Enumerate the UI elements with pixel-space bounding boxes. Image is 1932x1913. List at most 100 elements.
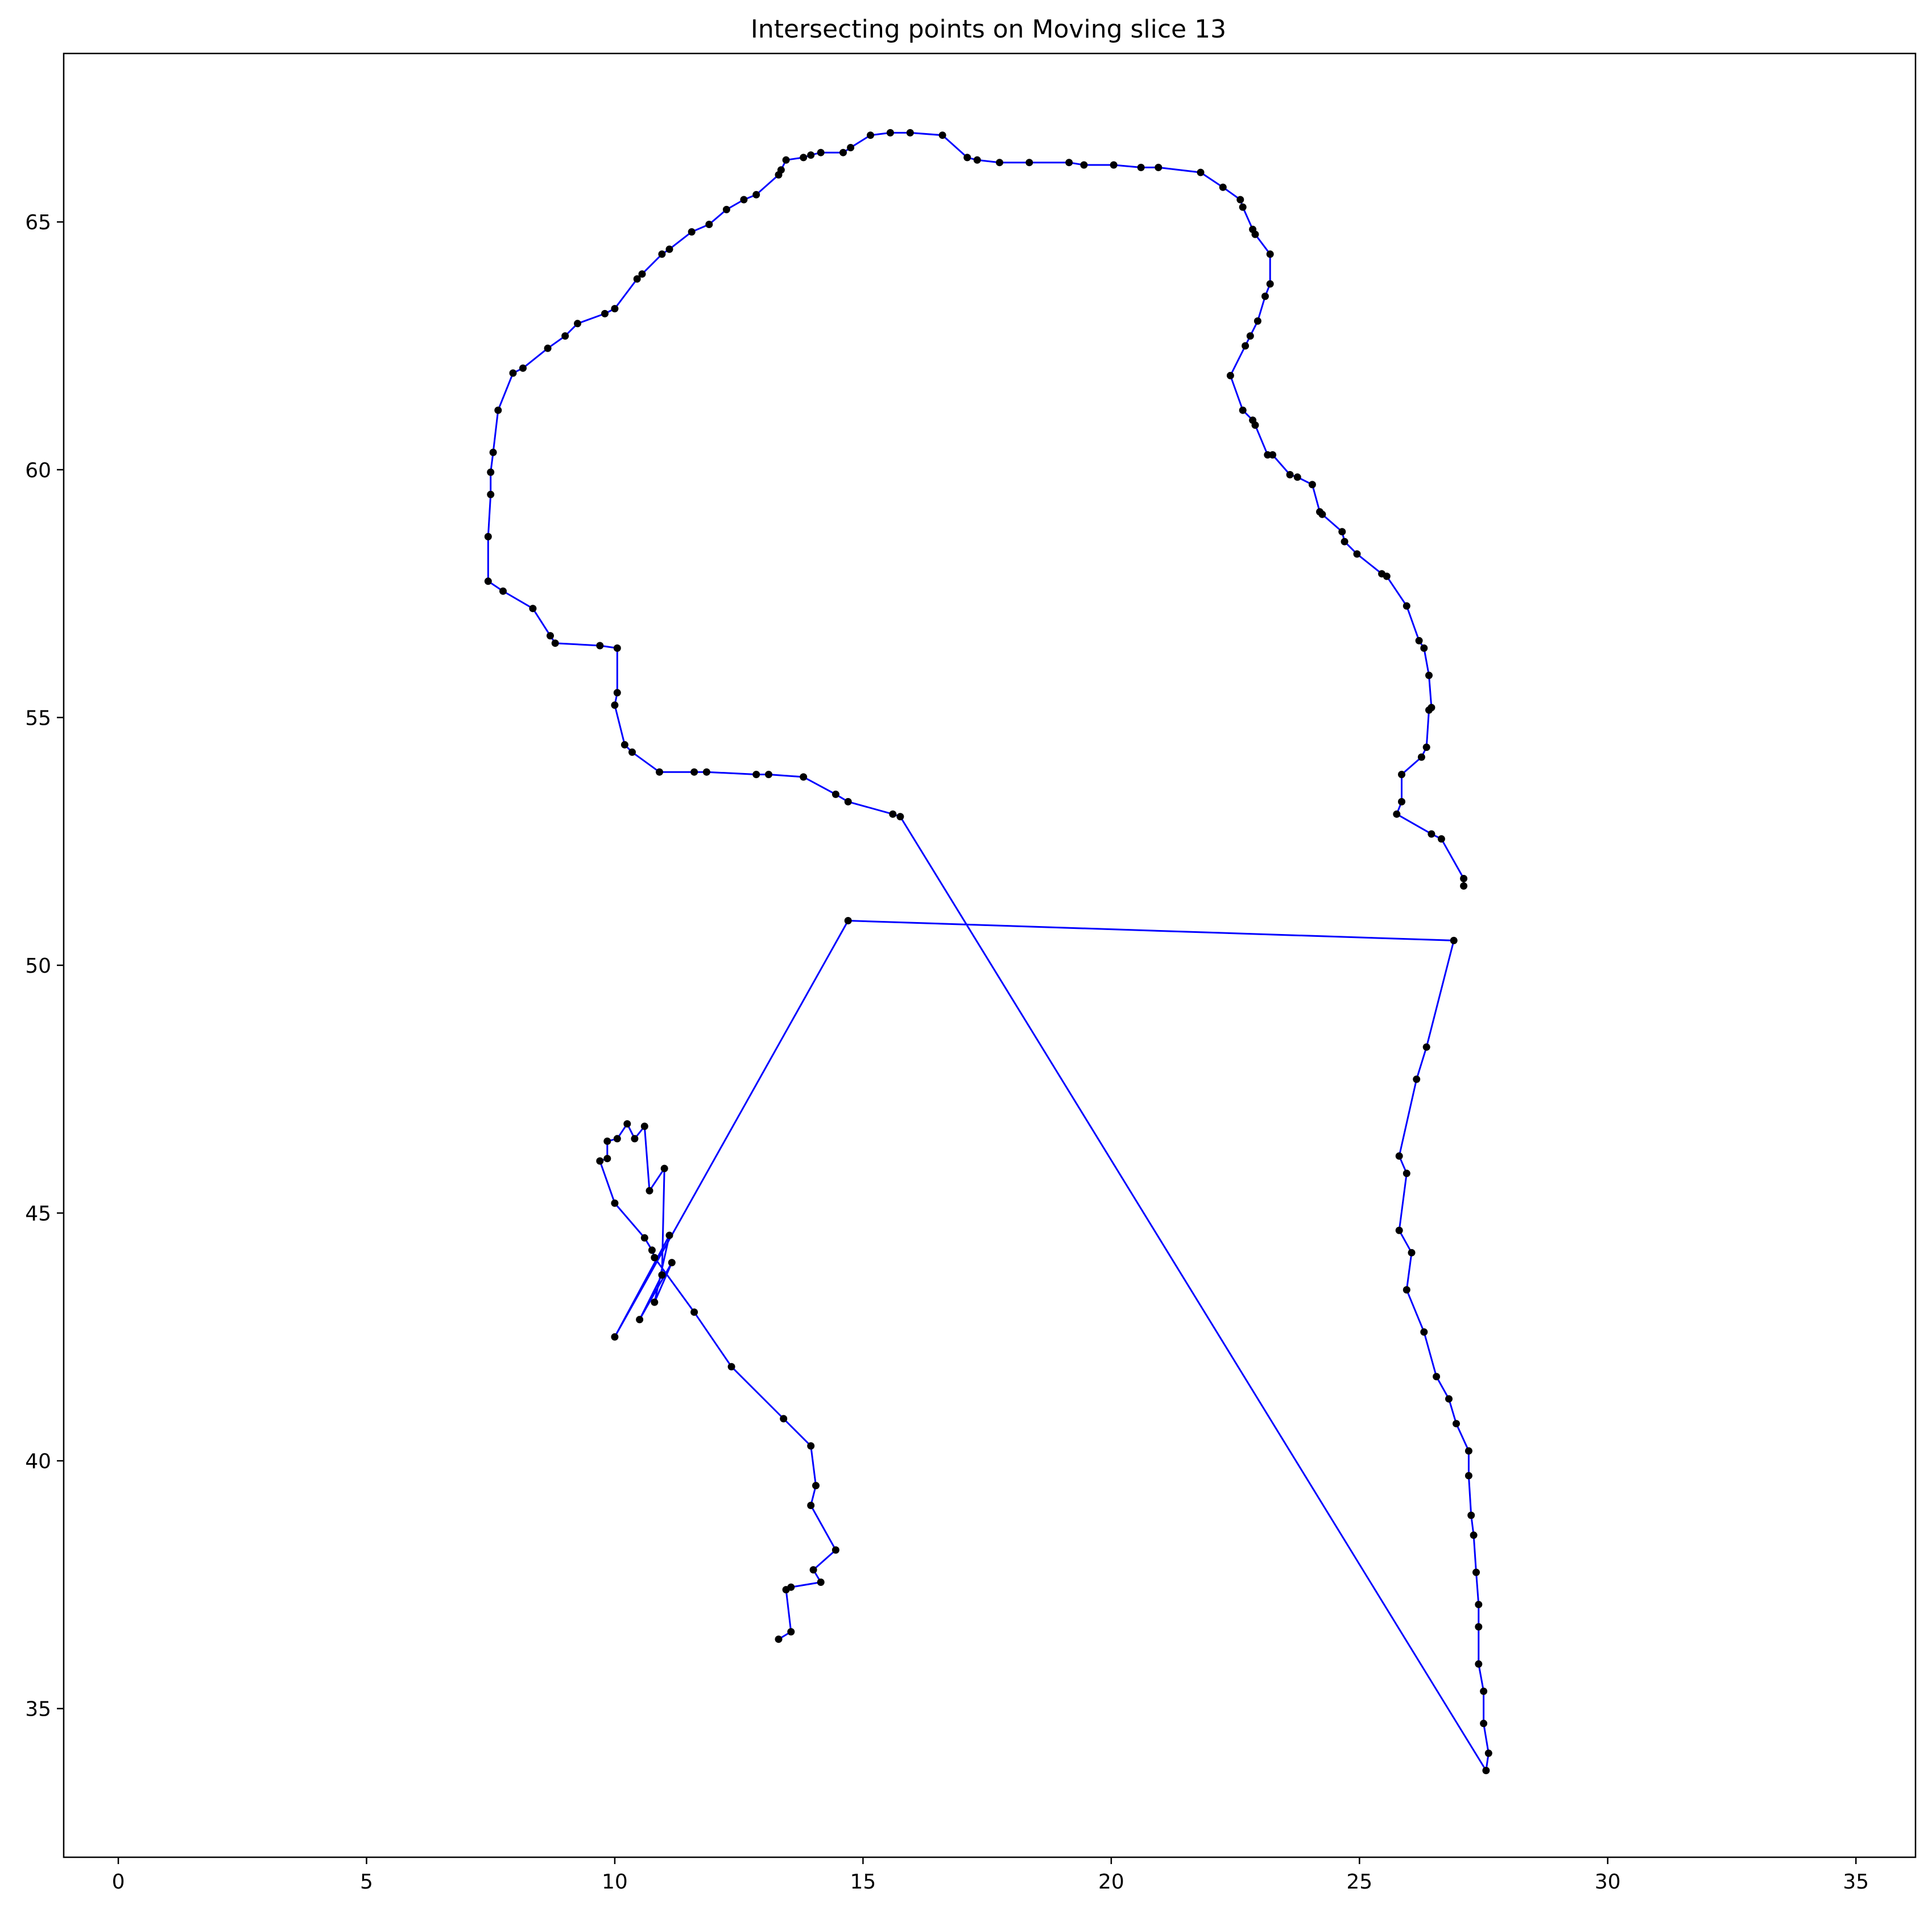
data-point xyxy=(603,1155,611,1163)
data-point xyxy=(658,250,666,258)
data-point xyxy=(1460,875,1468,882)
data-point xyxy=(809,1566,817,1574)
data-point xyxy=(613,1135,621,1143)
data-point xyxy=(1475,1623,1483,1631)
data-point xyxy=(1239,203,1247,211)
data-point xyxy=(1378,570,1386,578)
data-point xyxy=(484,532,492,540)
data-point xyxy=(658,1271,666,1279)
data-point xyxy=(1395,1152,1403,1160)
data-point xyxy=(1266,280,1274,288)
data-point xyxy=(519,364,527,372)
data-point xyxy=(1445,1395,1453,1403)
data-point xyxy=(1338,528,1346,536)
data-point xyxy=(807,1442,815,1450)
x-tick-label: 5 xyxy=(360,1870,373,1894)
data-point xyxy=(551,639,559,647)
data-point xyxy=(702,768,710,776)
data-point xyxy=(1450,936,1458,944)
data-point xyxy=(1025,159,1033,167)
data-point xyxy=(812,1482,820,1490)
data-point xyxy=(620,741,628,749)
data-point xyxy=(1433,1373,1441,1381)
data-point xyxy=(633,275,641,283)
data-point xyxy=(844,917,852,924)
data-point xyxy=(1308,481,1316,489)
data-point xyxy=(1464,1472,1472,1480)
data-point xyxy=(1249,225,1257,233)
data-point xyxy=(1353,550,1361,558)
data-point xyxy=(938,131,946,139)
data-point xyxy=(690,1308,698,1316)
data-point xyxy=(1395,1226,1403,1234)
data-point xyxy=(847,144,855,151)
data-point xyxy=(529,605,537,613)
data-point xyxy=(651,1254,659,1262)
data-point xyxy=(668,1259,676,1267)
data-point xyxy=(623,1120,631,1128)
axes-frame xyxy=(63,52,1917,1858)
data-point xyxy=(1417,753,1425,761)
data-point xyxy=(499,587,507,595)
data-point xyxy=(1428,704,1435,712)
data-point xyxy=(603,1137,611,1145)
data-point xyxy=(867,131,874,139)
data-point xyxy=(574,320,581,328)
plot-area xyxy=(64,53,1916,1857)
x-axis: 0 5 10 15 20 25 30 35 xyxy=(112,1857,1869,1894)
data-point xyxy=(613,644,621,652)
data-point xyxy=(1341,538,1348,546)
data-point xyxy=(782,156,790,164)
data-point xyxy=(817,148,825,156)
data-point xyxy=(1413,1075,1421,1083)
data-point xyxy=(775,1635,783,1643)
data-point xyxy=(1420,1328,1428,1336)
data-point xyxy=(611,305,619,313)
data-point xyxy=(596,1157,604,1165)
data-point xyxy=(665,245,673,253)
data-point xyxy=(886,129,894,137)
data-point xyxy=(1420,644,1428,652)
data-point xyxy=(1393,810,1401,818)
data-point xyxy=(1286,471,1294,478)
data-point xyxy=(807,1502,815,1509)
y-axis: 35 40 45 50 55 60 65 xyxy=(25,211,64,1721)
data-point xyxy=(1472,1568,1480,1576)
data-point xyxy=(561,332,569,340)
x-tick-label: 0 xyxy=(112,1870,125,1894)
data-point xyxy=(906,129,914,137)
data-point xyxy=(1398,798,1405,805)
data-point xyxy=(1246,332,1254,340)
data-point xyxy=(889,810,897,818)
y-tick-label: 65 xyxy=(25,211,51,234)
data-point xyxy=(611,1333,619,1341)
data-point xyxy=(844,798,852,805)
data-point xyxy=(1480,1720,1488,1728)
y-tick-label: 55 xyxy=(25,706,51,730)
data-point xyxy=(640,1122,648,1130)
marker-layer xyxy=(484,129,1492,1774)
data-point xyxy=(596,642,604,650)
data-point xyxy=(782,1586,790,1594)
data-point xyxy=(1453,1420,1460,1428)
data-point xyxy=(1480,1687,1488,1695)
data-point xyxy=(1408,1249,1416,1257)
x-tick-label: 20 xyxy=(1098,1870,1124,1894)
data-point xyxy=(1484,1749,1492,1757)
data-point xyxy=(1467,1511,1475,1519)
data-point xyxy=(1110,161,1118,169)
data-point xyxy=(1398,771,1405,778)
data-point xyxy=(489,448,497,456)
y-tick-label: 60 xyxy=(25,459,51,482)
data-point xyxy=(487,490,495,498)
data-point xyxy=(613,689,621,697)
data-point xyxy=(1415,637,1423,644)
data-point xyxy=(1470,1531,1478,1539)
data-point xyxy=(1422,743,1430,751)
data-point xyxy=(1403,1170,1410,1177)
data-point xyxy=(688,228,696,236)
data-point xyxy=(896,813,904,821)
data-point xyxy=(831,790,839,798)
data-point xyxy=(509,369,517,377)
